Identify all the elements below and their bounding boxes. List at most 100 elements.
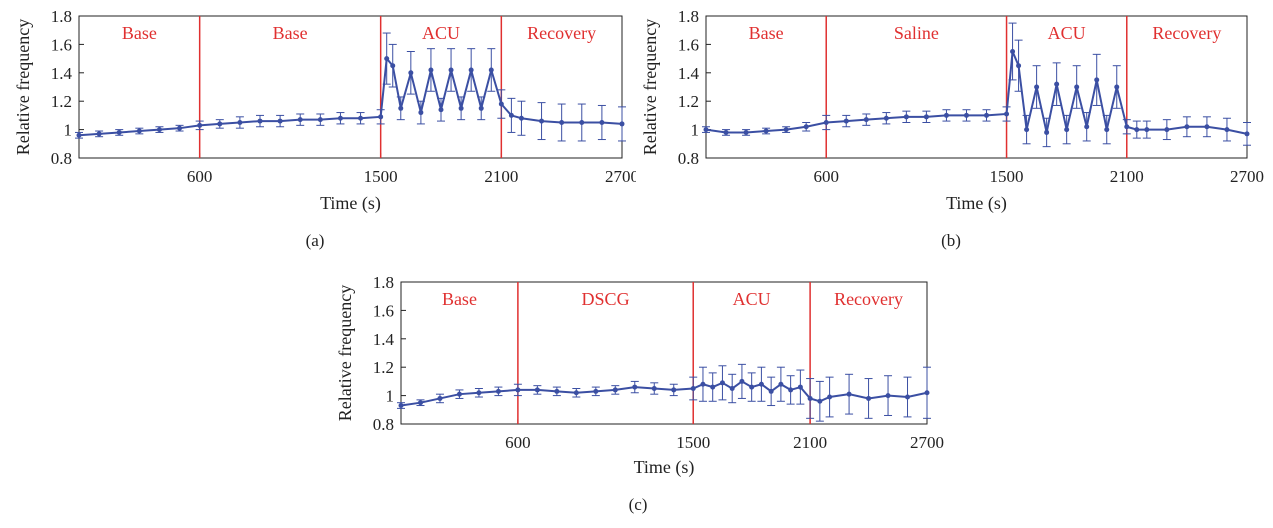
data-point [1104, 127, 1109, 132]
data-point [1044, 130, 1049, 135]
phase-label: Recovery [1152, 23, 1221, 43]
y-axis-label: Relative frequency [13, 19, 33, 155]
data-point [1054, 82, 1059, 87]
chart-c-svg: 0.8 1 1.2 1.4 1.6 1.8 600 1500 2100 2700 Time (s) R… [318, 262, 955, 523]
data-point [769, 389, 774, 394]
data-point [1164, 127, 1169, 132]
x-tick-label: 1500 [364, 167, 398, 186]
data-point [824, 120, 829, 125]
x-tick-label: 2100 [484, 167, 518, 186]
panel-caption: (b) [941, 231, 961, 250]
data-point [489, 67, 494, 72]
y-tick-label: 1.6 [678, 35, 699, 54]
data-point [1094, 77, 1099, 82]
panel-caption: (a) [306, 231, 325, 250]
data-point [278, 119, 283, 124]
data-point [764, 129, 769, 134]
y-tick-label: 1.6 [51, 35, 72, 54]
data-point [1144, 127, 1149, 132]
data-point [866, 396, 871, 401]
data-point [925, 390, 930, 395]
data-point [519, 116, 524, 121]
y-tick-label: 1.2 [373, 358, 394, 377]
data-point [778, 382, 783, 387]
data-point [1124, 124, 1129, 129]
phase-label: Base [273, 23, 308, 43]
data-point [984, 113, 989, 118]
y-tick-label: 1.2 [51, 92, 72, 111]
x-tick-label: 2700 [910, 433, 944, 452]
data-point [439, 107, 444, 112]
data-point [1074, 85, 1079, 90]
phase-label: Base [749, 23, 784, 43]
data-point [535, 387, 540, 392]
data-point [788, 387, 793, 392]
data-point [1204, 124, 1209, 129]
x-tick-label: 2100 [1110, 167, 1144, 186]
phase-label: ACU [1048, 23, 1086, 43]
data-point [964, 113, 969, 118]
data-point [905, 395, 910, 400]
data-point [428, 67, 433, 72]
x-tick-label: 2100 [793, 433, 827, 452]
data-point [408, 70, 413, 75]
data-point [258, 119, 263, 124]
data-point [827, 395, 832, 400]
data-point [744, 130, 749, 135]
data-point [437, 396, 442, 401]
series-line [79, 59, 622, 136]
data-point [599, 120, 604, 125]
data-point [1245, 131, 1250, 136]
phase-label: ACU [422, 23, 460, 43]
x-tick-label: 1500 [676, 433, 710, 452]
data-point [449, 67, 454, 72]
data-point [177, 126, 182, 131]
x-tick-label: 600 [505, 433, 531, 452]
series-line [706, 52, 1247, 134]
data-point [720, 380, 725, 385]
data-point [759, 382, 764, 387]
y-tick-label: 1.8 [373, 273, 394, 292]
data-point [117, 130, 122, 135]
data-point [700, 382, 705, 387]
phase-label: Base [122, 23, 157, 43]
x-tick-label: 600 [813, 167, 839, 186]
data-point [710, 385, 715, 390]
data-point [804, 124, 809, 129]
chart-b-svg: 0.8 1 1.2 1.4 1.6 1.8 600 1500 2100 2700 Time (s) R… [636, 0, 1273, 262]
data-point [77, 133, 82, 138]
data-point [784, 127, 789, 132]
data-point [652, 386, 657, 391]
data-point [418, 400, 423, 405]
data-point [691, 386, 696, 391]
y-tick-label: 1.8 [678, 7, 699, 26]
data-point [338, 116, 343, 121]
data-point [817, 399, 822, 404]
data-point [515, 387, 520, 392]
data-point [924, 114, 929, 119]
x-tick-label: 600 [187, 167, 213, 186]
y-tick-label: 1.8 [51, 7, 72, 26]
data-point [1024, 127, 1029, 132]
data-point [554, 389, 559, 394]
data-point [904, 114, 909, 119]
chart-panel-c: 0.8 1 1.2 1.4 1.6 1.8 600 1500 2100 2700 Time (s) R… [318, 262, 955, 523]
data-point [157, 127, 162, 132]
data-point [390, 63, 395, 68]
data-point [1184, 124, 1189, 129]
data-point [559, 120, 564, 125]
data-point [671, 387, 676, 392]
x-axis-label: Time (s) [946, 193, 1007, 214]
data-point [418, 110, 423, 115]
y-tick-label: 1.4 [373, 330, 395, 349]
data-point [593, 389, 598, 394]
data-point [613, 387, 618, 392]
y-tick-label: 0.8 [678, 149, 699, 168]
data-point [739, 379, 744, 384]
x-tick-label: 2700 [1230, 167, 1264, 186]
data-point [479, 106, 484, 111]
data-point [399, 403, 404, 408]
data-point [358, 116, 363, 121]
phase-label: Base [442, 289, 477, 309]
data-point [398, 106, 403, 111]
